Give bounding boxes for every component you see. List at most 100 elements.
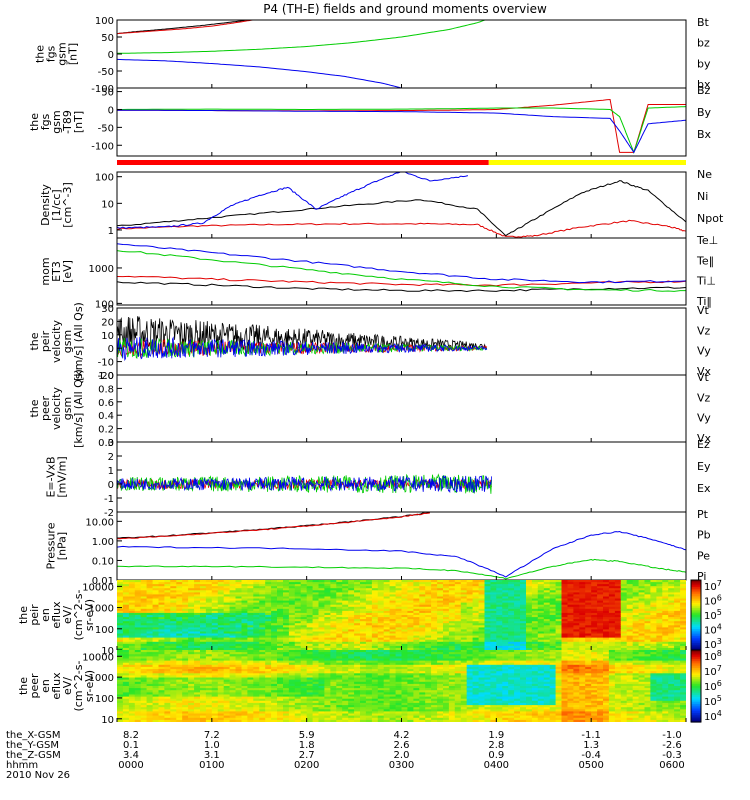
spectrogram-cell: [217, 664, 225, 668]
spectrogram-cell: [348, 590, 355, 593]
spectrogram-cell: [395, 580, 403, 583]
spectrogram-cell: [431, 584, 438, 587]
spectrogram-cell: [211, 660, 219, 664]
spectrogram-cell: [674, 600, 681, 604]
spectrogram-cell: [259, 664, 266, 668]
spectrogram-cell: [330, 690, 337, 693]
spectrogram-cell: [182, 681, 189, 685]
spectrogram-cell: [614, 586, 622, 589]
spectrogram-cell: [502, 588, 509, 591]
spectrogram-cell: [537, 612, 545, 616]
spectrogram-cell: [170, 713, 177, 717]
spectrogram-cell: [265, 686, 272, 689]
spectrogram-cell: [537, 643, 545, 647]
spectrogram-cell: [158, 671, 165, 674]
spectrogram-cell: [585, 594, 592, 598]
spectrogram-cell: [146, 635, 154, 639]
spectrogram-cell: [265, 652, 272, 655]
spectrogram-cell: [425, 612, 432, 616]
spectrogram-cell: [188, 656, 195, 660]
spectrogram-cell: [389, 633, 397, 637]
spectrogram-cell: [395, 641, 403, 645]
spectrogram-cell: [128, 675, 136, 679]
spectrogram-cell: [176, 639, 183, 643]
spectrogram-cell: [152, 643, 160, 647]
spectrogram-cell: [306, 658, 314, 662]
spectrogram-cell: [253, 602, 260, 606]
spectrogram-cell: [614, 629, 622, 633]
spectrogram-cell: [117, 713, 124, 717]
spectrogram-cell: [407, 647, 414, 650]
spectrogram-cell: [674, 647, 681, 650]
spectrogram-cell: [537, 586, 545, 589]
spectrogram-cell: [253, 631, 260, 635]
spectrogram-cell: [271, 645, 278, 649]
spectrogram-cell: [235, 707, 242, 710]
spectrogram-cell: [152, 702, 160, 706]
spectrogram-cell: [241, 637, 248, 641]
spectrogram-cell: [294, 598, 302, 602]
spectrogram-cell: [152, 705, 160, 708]
spectrogram-cell: [271, 677, 278, 681]
spectrogram-cell: [668, 633, 675, 637]
spectrogram-cell: [656, 629, 663, 633]
spectrogram-cell: [561, 594, 568, 598]
spectrogram-cell: [401, 602, 408, 606]
spectrogram-cell: [348, 679, 355, 683]
spectrogram-cell: [620, 610, 628, 614]
spectrogram-cell: [354, 696, 361, 700]
spectrogram-cell: [354, 709, 361, 712]
spectrogram-cell: [170, 612, 177, 616]
spectrogram-cell: [140, 639, 148, 643]
spectrogram-cell: [164, 584, 171, 587]
spectrogram-cell: [294, 627, 302, 631]
spectrogram-cell: [259, 617, 266, 620]
spectrogram-cell: [531, 602, 539, 606]
spectrogram-cell: [283, 635, 290, 639]
spectrogram-cell: [176, 709, 183, 712]
spectrogram-cell: [217, 647, 225, 650]
spectrogram-cell: [247, 625, 254, 628]
spectrogram-cell: [306, 652, 314, 655]
spectrogram-cell: [567, 647, 574, 650]
spectrogram-cell: [336, 698, 343, 702]
spectrogram-cell: [526, 596, 533, 600]
spectrogram-cell: [348, 675, 355, 679]
spectrogram-cell: [271, 692, 278, 696]
spectrogram-cell: [277, 717, 284, 721]
spectrogram-cell: [668, 606, 675, 610]
spectrogram-cell: [336, 666, 343, 670]
spectrogram-cell: [253, 615, 260, 618]
spectrogram-cell: [158, 629, 165, 633]
spectrogram-cell: [620, 621, 628, 624]
spectrogram-cell: [360, 594, 367, 598]
y-tick-label: -10: [98, 358, 114, 369]
spectrogram-cell: [650, 633, 657, 637]
spectrogram-cell: [223, 656, 231, 660]
spectrogram-cell: [567, 633, 574, 637]
spectrogram-cell: [283, 658, 290, 662]
spectrogram-cell: [638, 627, 646, 631]
spectrogram-cell: [300, 615, 308, 618]
spectrogram-cell: [371, 629, 379, 633]
spectrogram-cell: [336, 643, 343, 647]
spectrogram-cell: [413, 586, 420, 589]
spectrogram-cell: [253, 596, 260, 600]
spectrogram-cell: [241, 715, 248, 719]
spectrogram-cell: [324, 643, 331, 647]
spectrogram-cell: [401, 645, 408, 649]
spectrogram-cell: [146, 641, 154, 645]
spectrogram-cell: [389, 594, 397, 598]
spectrogram-cell: [561, 641, 568, 645]
spectrogram-cell: [217, 619, 225, 622]
spectrogram-cell: [229, 700, 237, 704]
spectrogram-cell: [597, 635, 604, 639]
spectrogram-cell: [508, 617, 515, 620]
spectrogram-cell: [342, 580, 349, 583]
spectrogram-cell: [561, 588, 568, 591]
spectrogram-cell: [300, 705, 308, 708]
spectrogram-cell: [146, 596, 154, 600]
spectrogram-cell: [122, 675, 130, 679]
spectrogram-cell: [182, 623, 189, 626]
